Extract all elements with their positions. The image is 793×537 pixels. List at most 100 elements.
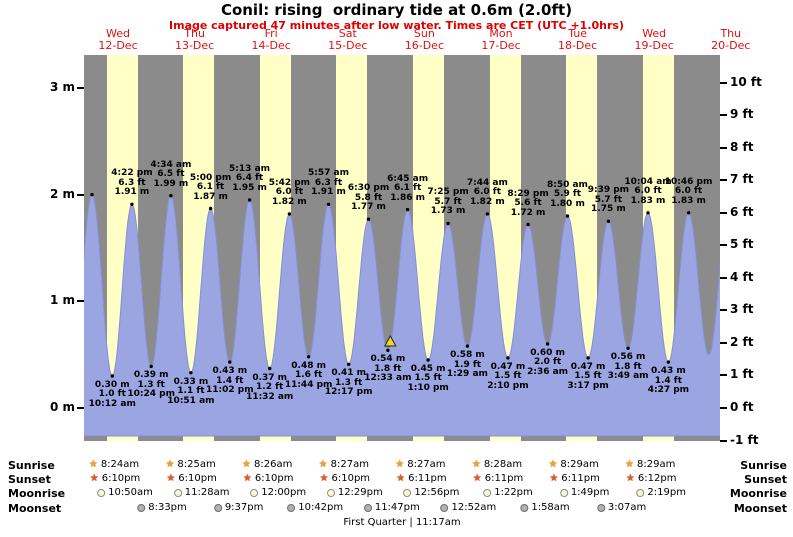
tide-label-line: 10:51 am [167, 395, 215, 406]
axis-tick-right [720, 146, 727, 149]
tide-label-line: 1.3 ft [335, 377, 363, 388]
tide-label-line: 0.30 m [94, 379, 130, 390]
high-tide-label: 6:45 am 6.1 ft 1.86 m [379, 174, 437, 204]
tide-label-line: 0.60 m [530, 347, 565, 358]
current-time-marker [383, 334, 397, 347]
sunrise-entry: ★ 8:29am [625, 459, 675, 470]
sunrise-entry: ★ 8:27am [319, 459, 369, 470]
axis-tick-right [720, 244, 727, 247]
moonset-time: 11:47pm [374, 502, 420, 513]
low-tide-label: 0.48 m 1.6 ft 11:44 pm [280, 361, 338, 391]
sunset-time: 6:10pm [178, 473, 217, 484]
moonset-icon [287, 503, 296, 512]
high-tide-point [565, 214, 570, 218]
tide-label-line: 1.73 m [430, 206, 466, 217]
moonset-icon [520, 503, 529, 512]
tide-label-line: 6.0 ft [275, 187, 304, 198]
y-axis-right-label: -1 ft [730, 432, 759, 447]
y-axis-left-label: 1 m [49, 293, 75, 308]
high-tide-point [326, 202, 331, 206]
sunrise-entry: ★ 8:24am [89, 459, 139, 470]
low-tide-label: 0.45 m 1.5 ft 1:10 pm [399, 364, 457, 394]
tide-label-line: 10:24 pm [127, 389, 175, 400]
tide-label-line: 5.8 ft [354, 192, 383, 203]
tide-label-line: 1.8 ft [614, 361, 642, 372]
sunset-entry: ★ 6:10pm [320, 473, 371, 484]
day-date: 14-Dec [251, 39, 291, 52]
moonrise-time: 12:00pm [261, 487, 307, 498]
high-tide-point [686, 211, 691, 215]
tide-label-line: 1.95 m [232, 182, 267, 193]
high-tide-label: 10:04 am 6.0 ft 1.83 m [619, 177, 677, 207]
moonset-time: 3:07am [607, 502, 647, 513]
tide-label-line: 7:44 am [466, 177, 508, 188]
high-tide-point [366, 217, 371, 221]
axis-tick-right [720, 179, 727, 182]
tide-label-line: 4:34 am [150, 159, 192, 170]
tide-label-line: 1.0 ft [98, 389, 126, 400]
sunrise-entry: ★ 8:28am [472, 459, 522, 470]
high-tide-label: 4:34 am 6.5 ft 1.99 m [142, 159, 200, 190]
tide-label-line: 12:33 am [364, 373, 412, 384]
tide-label-line: 8:29 pm [507, 188, 549, 199]
sunrise-time: 8:27am [330, 459, 369, 470]
tide-label-line: 5.7 ft [594, 194, 623, 205]
day-of-week: Thu [720, 27, 742, 40]
y-axis-right-label: 4 ft [730, 269, 754, 284]
axis-tick-left [77, 193, 84, 196]
day-header: Wed 12-Dec [87, 28, 149, 52]
tide-label-line: 7:25 pm [427, 187, 469, 198]
sunset-entry: ★ 6:10pm [243, 473, 294, 484]
sunrise-icon: ★ [165, 458, 175, 470]
tide-label-line: 1.9 ft [453, 359, 482, 370]
y-axis-right-label: 5 ft [730, 237, 754, 252]
tide-label-line: 0.39 m [133, 370, 169, 381]
tide-label-line: 1.75 m [591, 204, 626, 215]
tide-label-line: 0.33 m [173, 376, 209, 387]
sunrise-icon: ★ [88, 458, 98, 470]
chart-subtitle: Image captured 47 minutes after low wate… [169, 19, 624, 32]
tide-label-line: 0.47 m [490, 361, 526, 372]
low-tide-point [228, 360, 232, 364]
tide-label-line: 4:27 pm [647, 385, 690, 396]
axis-tick-right [720, 341, 727, 344]
sunset-icon: ★ [396, 472, 406, 484]
moonset-entry: 8:33pm [137, 502, 187, 513]
sunset-icon: ★ [89, 472, 99, 484]
moonset-time: 12:52am [451, 502, 497, 513]
sunset-time: 6:11pm [484, 473, 524, 484]
tide-label-line: 0.43 m [651, 366, 686, 377]
moonrise-icon [403, 488, 412, 497]
sunrise-time: 8:28am [483, 459, 523, 470]
y-axis-right-label: 0 ft [730, 400, 754, 414]
tide-label-line: 1.2 ft [256, 382, 284, 393]
y-axis-left-label: 2 m [49, 186, 75, 201]
day-header: Mon 17-Dec [470, 28, 532, 52]
moonrise-time: 11:28am [184, 487, 230, 498]
tide-label-line: 10:46 pm [664, 176, 713, 187]
tide-label-line: 0.58 m [450, 350, 485, 361]
moonrise-entry: 10:50am [97, 487, 153, 498]
tide-label-line: 9:39 pm [587, 185, 630, 196]
tide-label-line: 6.3 ft [118, 177, 146, 188]
tide-label-line: 2:10 pm [487, 380, 529, 391]
moonset-row: Moonset Moonset 8:33pm 9:37pm 10:42pm 11:47… [0, 502, 793, 516]
tide-curve [84, 193, 720, 437]
moonset-time: 8:33pm [148, 502, 187, 513]
moonset-entry: 9:37pm [213, 502, 263, 513]
tide-label-line: 0.54 m [370, 354, 406, 365]
sunset-time: 6:10pm [331, 473, 371, 484]
sunrise-entry: ★ 8:27am [395, 459, 445, 470]
sunrise-icon: ★ [395, 458, 405, 470]
tide-label-line: 6:30 pm [347, 183, 390, 194]
high-tide-point [646, 211, 650, 215]
axis-tick-left [77, 86, 84, 89]
sunrise-icon: ★ [242, 458, 252, 470]
moonrise-entry: 2:19pm [636, 487, 686, 498]
sunrise-row: Sunrise Sunrise ★ 8:24am ★ 8:25am ★ 8:26am ★ 8:… [0, 459, 793, 473]
tide-label-line: 5.9 ft [553, 189, 582, 200]
tide-label-line: 0.41 m [331, 368, 367, 379]
tide-label-line: 6.5 ft [157, 169, 185, 180]
high-tide-point [526, 222, 530, 227]
low-tide-point [586, 356, 590, 360]
